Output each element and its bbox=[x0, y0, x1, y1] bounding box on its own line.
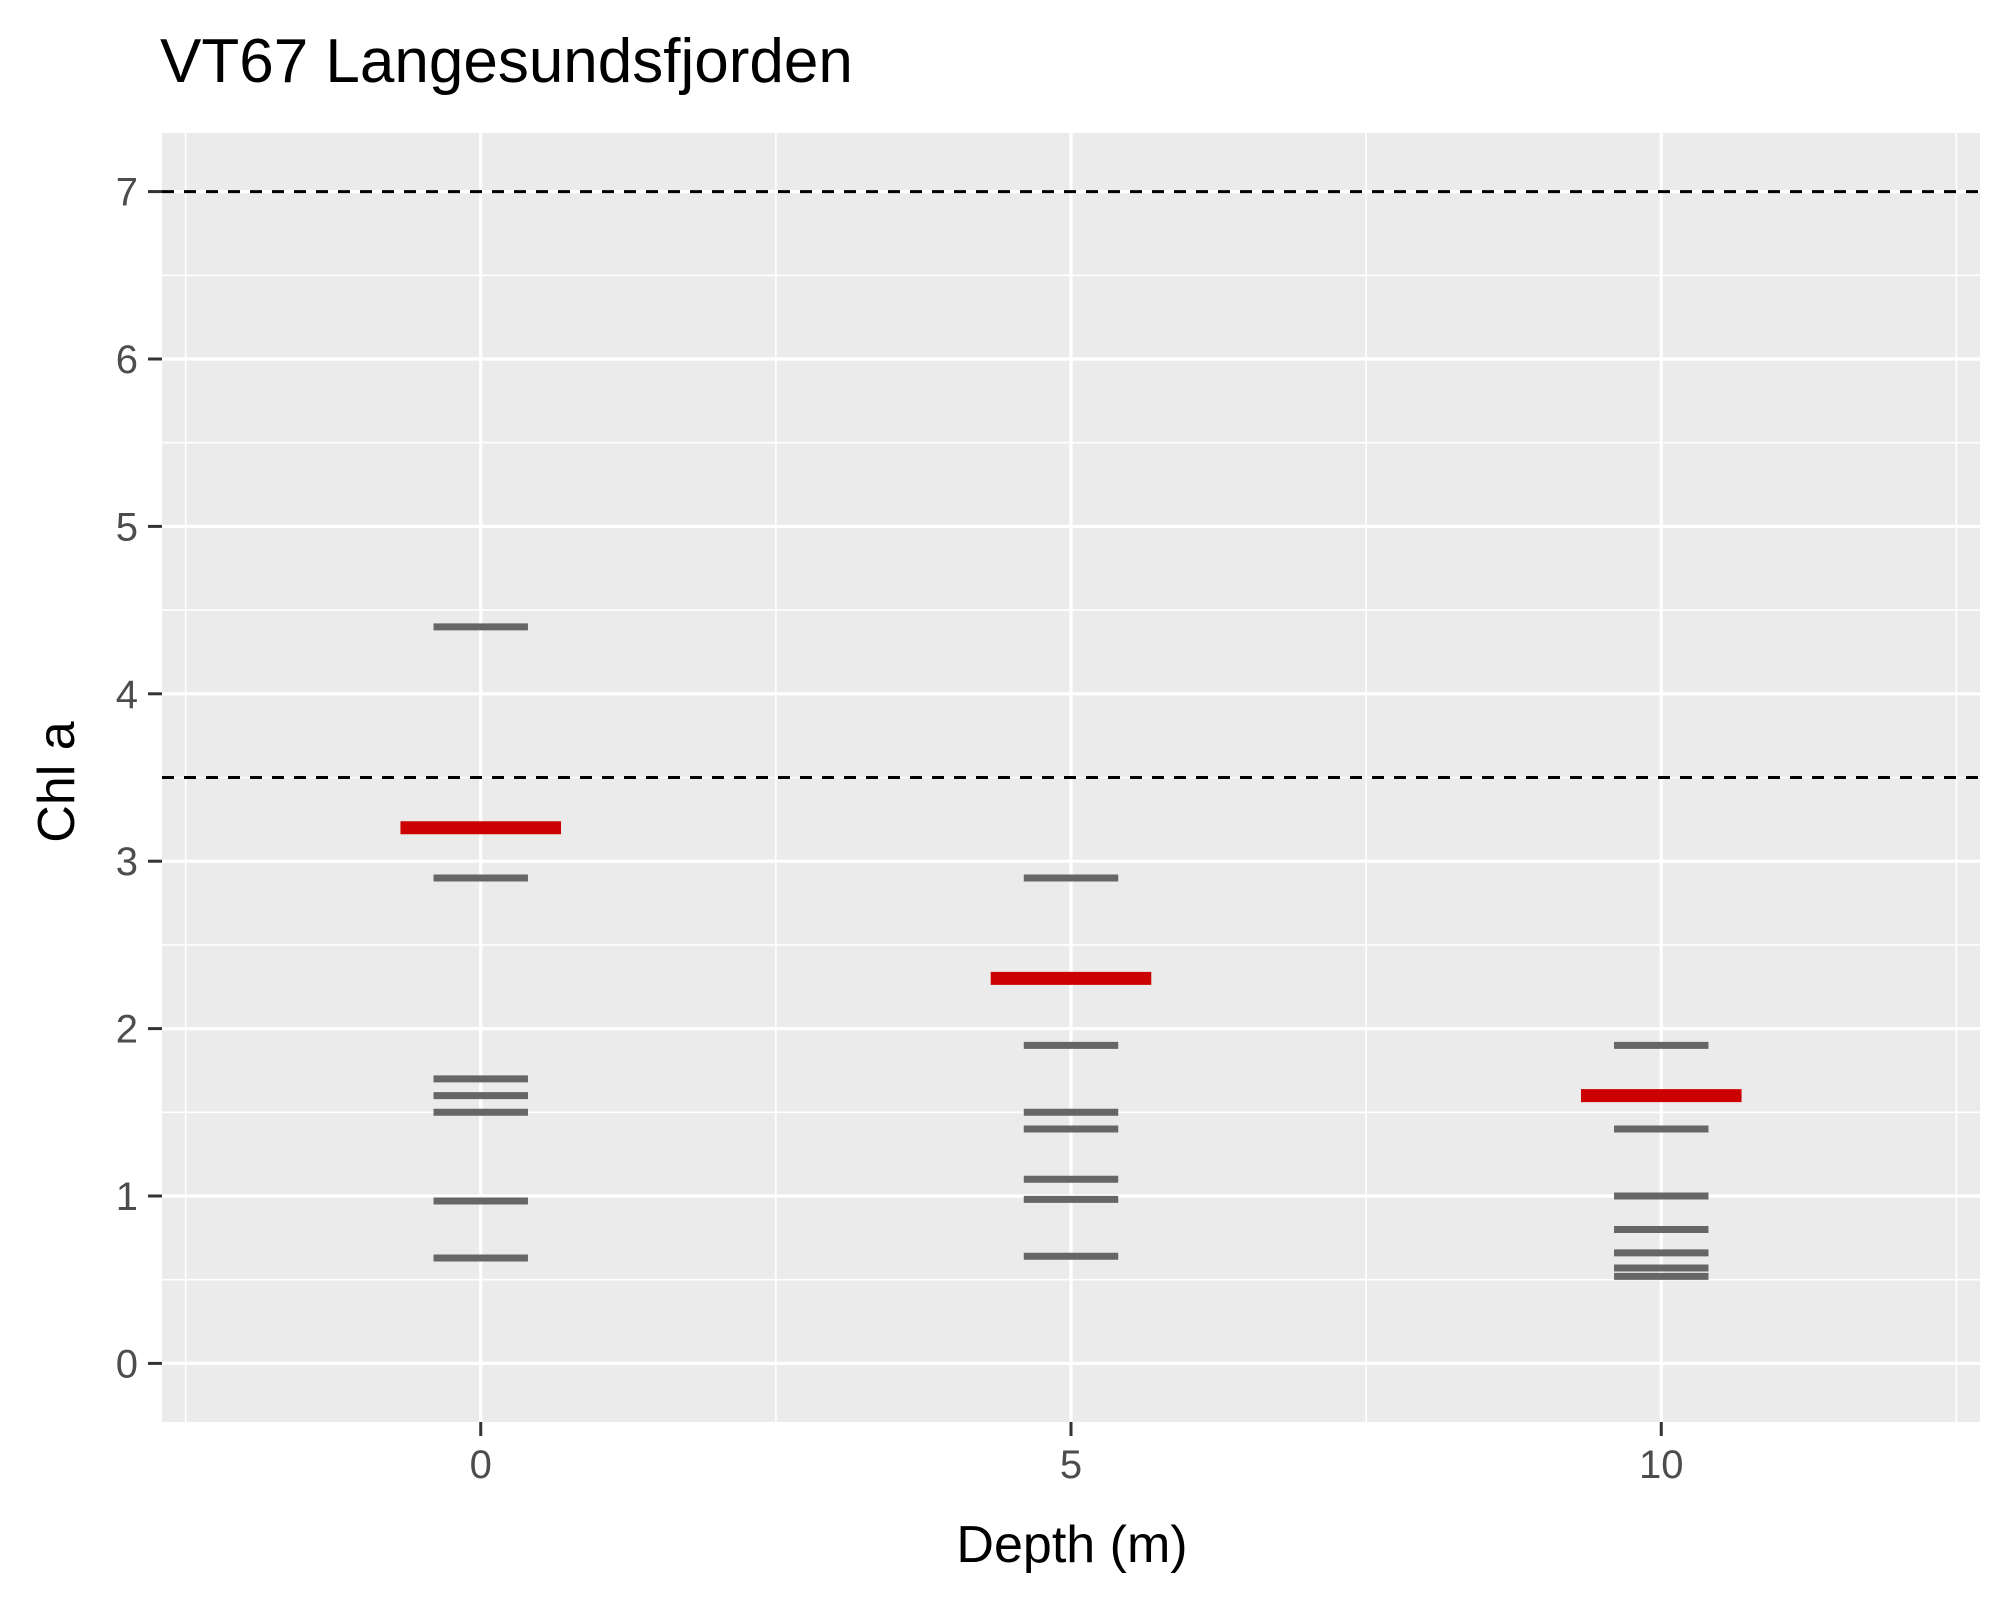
y-tick-label: 0 bbox=[116, 1342, 138, 1386]
y-tick-label: 4 bbox=[116, 673, 138, 717]
chart-title: VT67 Langesundsfjorden bbox=[160, 27, 853, 96]
x-tick-label: 5 bbox=[1060, 1443, 1082, 1487]
observation-marks bbox=[433, 623, 1709, 1280]
y-tick-label: 5 bbox=[116, 505, 138, 549]
x-axis: 0 5 10 bbox=[470, 1422, 1684, 1487]
x-tick-label: 10 bbox=[1639, 1443, 1684, 1487]
x-tick-label: 0 bbox=[470, 1443, 492, 1487]
mean-marks bbox=[400, 821, 1742, 1103]
x-axis-title: Depth (m) bbox=[956, 1516, 1187, 1574]
y-tick-label: 6 bbox=[116, 338, 138, 382]
y-tick-label: 2 bbox=[116, 1008, 138, 1052]
y-axis-title: Chl a bbox=[28, 721, 86, 842]
y-tick-label: 7 bbox=[116, 171, 138, 215]
y-tick-label: 3 bbox=[116, 840, 138, 884]
y-tick-label: 1 bbox=[116, 1175, 138, 1219]
y-axis: 0 1 2 3 4 5 6 7 bbox=[116, 171, 162, 1386]
reference-lines bbox=[162, 190, 1980, 779]
